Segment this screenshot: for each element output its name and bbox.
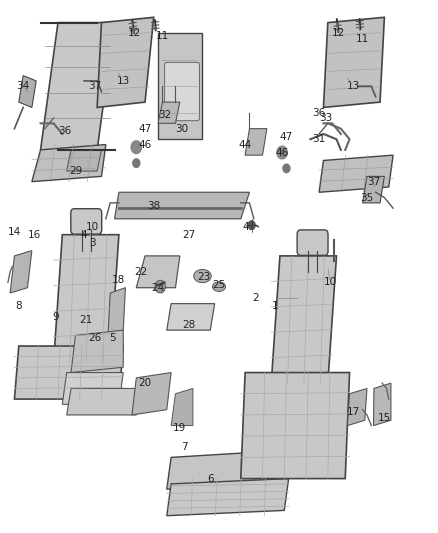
Text: 20: 20: [138, 378, 152, 388]
Text: 47: 47: [138, 124, 152, 134]
Text: 17: 17: [347, 407, 360, 417]
Polygon shape: [53, 235, 119, 362]
Text: 22: 22: [134, 267, 147, 277]
Polygon shape: [271, 256, 336, 383]
Polygon shape: [19, 76, 36, 108]
Polygon shape: [32, 144, 106, 182]
Polygon shape: [10, 251, 32, 293]
Text: 16: 16: [28, 230, 41, 240]
Text: 27: 27: [182, 230, 195, 240]
Polygon shape: [374, 383, 391, 425]
Text: 38: 38: [147, 200, 160, 211]
Polygon shape: [167, 452, 258, 489]
Text: 11: 11: [356, 34, 369, 44]
Text: 30: 30: [176, 124, 189, 134]
Polygon shape: [41, 22, 115, 150]
Polygon shape: [347, 389, 367, 425]
Circle shape: [133, 159, 140, 167]
Circle shape: [155, 280, 166, 293]
Polygon shape: [363, 176, 385, 203]
Polygon shape: [323, 17, 385, 108]
Text: 36: 36: [58, 126, 71, 136]
Polygon shape: [108, 288, 125, 335]
Text: 11: 11: [156, 31, 169, 41]
Circle shape: [277, 146, 287, 159]
Polygon shape: [132, 373, 171, 415]
Text: 32: 32: [158, 110, 171, 120]
Polygon shape: [241, 373, 350, 479]
Text: 26: 26: [88, 333, 102, 343]
Text: 7: 7: [181, 442, 187, 452]
Polygon shape: [115, 192, 250, 219]
Text: 23: 23: [197, 272, 210, 282]
Text: 10: 10: [323, 277, 336, 287]
Text: 29: 29: [69, 166, 82, 176]
Polygon shape: [167, 479, 289, 516]
Polygon shape: [62, 373, 123, 405]
Text: 37: 37: [367, 176, 380, 187]
Polygon shape: [67, 389, 141, 415]
Polygon shape: [167, 304, 215, 330]
Text: 46: 46: [276, 148, 289, 158]
Text: 18: 18: [112, 274, 126, 285]
Text: 12: 12: [127, 28, 141, 38]
Text: 8: 8: [15, 301, 22, 311]
Text: 44: 44: [238, 140, 252, 150]
Circle shape: [283, 164, 290, 173]
Polygon shape: [71, 330, 123, 373]
Polygon shape: [158, 102, 180, 123]
Text: 25: 25: [212, 280, 226, 290]
FancyBboxPatch shape: [165, 62, 199, 120]
Text: 34: 34: [17, 81, 30, 91]
Text: 13: 13: [117, 76, 130, 86]
Text: 47: 47: [280, 132, 293, 142]
Polygon shape: [67, 150, 102, 171]
Text: 13: 13: [347, 81, 360, 91]
Polygon shape: [158, 33, 201, 139]
Polygon shape: [14, 346, 123, 399]
Polygon shape: [97, 17, 154, 108]
Polygon shape: [245, 128, 267, 155]
Text: 24: 24: [152, 282, 165, 293]
Text: 4: 4: [81, 230, 88, 240]
Text: 28: 28: [182, 320, 195, 330]
FancyBboxPatch shape: [297, 230, 328, 255]
Text: 1: 1: [272, 301, 279, 311]
Text: 36: 36: [312, 108, 326, 118]
Text: 45: 45: [243, 222, 256, 232]
Text: 19: 19: [173, 423, 187, 433]
Ellipse shape: [194, 269, 211, 282]
Text: 46: 46: [138, 140, 152, 150]
Text: 14: 14: [8, 227, 21, 237]
Text: 2: 2: [253, 293, 259, 303]
Text: 5: 5: [109, 333, 116, 343]
Polygon shape: [136, 256, 180, 288]
Text: 9: 9: [53, 312, 59, 322]
Text: 6: 6: [207, 474, 214, 483]
Text: 31: 31: [312, 134, 326, 144]
Text: 33: 33: [319, 113, 332, 123]
Ellipse shape: [212, 282, 226, 292]
Text: 10: 10: [86, 222, 99, 232]
Polygon shape: [171, 389, 193, 425]
Text: 37: 37: [88, 81, 102, 91]
Text: 21: 21: [80, 314, 93, 325]
Text: 35: 35: [360, 192, 374, 203]
Circle shape: [131, 141, 141, 154]
Text: 3: 3: [89, 238, 96, 248]
Circle shape: [248, 221, 255, 229]
Polygon shape: [319, 155, 393, 192]
FancyBboxPatch shape: [71, 209, 102, 234]
Text: 12: 12: [332, 28, 345, 38]
Text: 15: 15: [378, 413, 391, 423]
